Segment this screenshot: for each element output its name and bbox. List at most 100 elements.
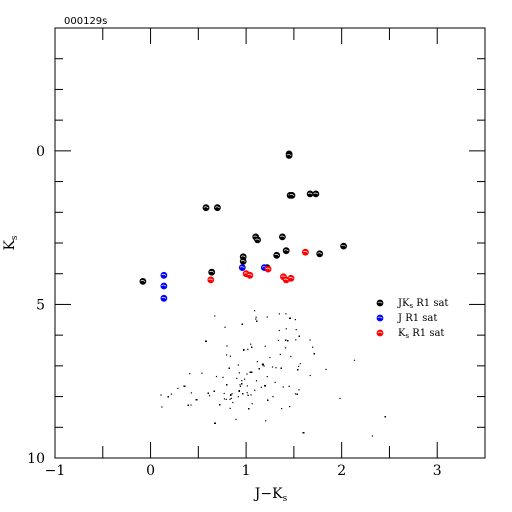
legend-marker (376, 314, 384, 322)
x-tick-label: 2 (337, 463, 346, 479)
field-star-point (161, 406, 163, 408)
field-star-point (298, 335, 300, 337)
field-star-point (285, 339, 287, 341)
field-star-point (208, 395, 211, 397)
field-star-point (177, 387, 179, 389)
field-star-point (284, 347, 287, 349)
field-star-point (237, 396, 239, 398)
legend-label: Ks R1 sat (398, 328, 444, 340)
field-star-point (190, 404, 192, 406)
field-star-point (287, 340, 289, 342)
field-star-point (183, 385, 186, 387)
field-star-point (238, 390, 240, 392)
field-star-point (258, 368, 260, 370)
legend-marker-highlight (377, 301, 383, 304)
field-star-point (353, 359, 356, 361)
axes: −1 0 1 2 3 0 5 10 (27, 27, 486, 479)
field-star-point (230, 397, 232, 399)
field-star-point (254, 310, 256, 312)
field-star-point (298, 389, 300, 391)
field-star-point (189, 373, 191, 375)
field-star-point (246, 385, 248, 387)
data-point-highlight (203, 206, 209, 209)
field-star-point (250, 394, 252, 396)
field-star-point (289, 317, 291, 319)
data-point (340, 242, 348, 250)
field-star-point (246, 373, 248, 375)
field-star-point (313, 353, 315, 355)
data-point-highlight (239, 266, 245, 269)
field-star-point (255, 318, 257, 320)
field-star-point (214, 315, 216, 317)
field-star-point (256, 320, 258, 322)
data-point (312, 190, 320, 198)
field-star-point (170, 393, 172, 395)
legend-entry: Ks R1 sat (376, 328, 444, 340)
data-point (273, 251, 281, 259)
figure-id-label: 000129s (64, 16, 107, 27)
field-star-point (263, 365, 265, 367)
saturated-stars (139, 150, 348, 302)
y-tick-label: 0 (36, 144, 45, 160)
field-star-point (242, 393, 244, 395)
field-star-point (250, 343, 252, 345)
field-star-point (219, 404, 221, 406)
field-star-point (226, 345, 228, 347)
field-star-point (207, 392, 209, 394)
field-star-point (215, 375, 218, 378)
field-star-point (241, 323, 243, 325)
field-star-point (278, 313, 280, 315)
x-tick-label: −1 (45, 463, 66, 479)
field-star-point (247, 394, 249, 396)
data-point-highlight (341, 244, 347, 247)
field-star-point (226, 354, 228, 356)
field-star-point (275, 367, 277, 369)
field-star-point (371, 435, 373, 437)
data-point-highlight (247, 273, 253, 276)
data-point (301, 248, 309, 256)
field-star-point (265, 420, 267, 422)
field-star-point (384, 416, 386, 418)
series-jks-r1-sat (139, 150, 348, 285)
data-point-highlight (209, 270, 215, 273)
field-star-point (298, 365, 300, 367)
data-point (246, 271, 254, 279)
data-point (213, 204, 221, 212)
field-star-point (235, 418, 237, 420)
field-star-point (201, 372, 203, 374)
legend-marker (376, 299, 384, 307)
field-star-point (282, 386, 284, 388)
field-star-point (295, 329, 297, 331)
field-star-point (229, 398, 231, 400)
data-point (288, 191, 296, 199)
field-star-point (285, 313, 287, 315)
field-star-point (266, 376, 268, 378)
field-star-point (309, 339, 311, 341)
field-star-point (325, 368, 327, 370)
data-point (160, 271, 168, 279)
data-point (202, 204, 210, 212)
legend-marker (376, 329, 384, 337)
field-star-point (256, 361, 258, 363)
data-point-highlight (161, 284, 167, 287)
field-star-point (223, 398, 226, 400)
field-star-point (251, 371, 253, 373)
data-point-highlight (215, 206, 220, 209)
data-point-highlight (289, 194, 295, 196)
field-star-point (229, 355, 231, 357)
series-j-r1-sat (160, 264, 268, 302)
field-star-point (285, 328, 287, 330)
data-point (264, 265, 272, 273)
data-point-highlight (140, 280, 146, 282)
data-point (285, 152, 293, 159)
y-axis-title: Ks (2, 235, 20, 250)
field-star-point (280, 367, 282, 369)
data-point (282, 247, 290, 255)
data-point (316, 250, 324, 258)
field-star-point (160, 394, 162, 396)
field-star-point (302, 432, 305, 434)
x-tick-label: 1 (242, 463, 251, 479)
field-star-point (228, 367, 230, 369)
